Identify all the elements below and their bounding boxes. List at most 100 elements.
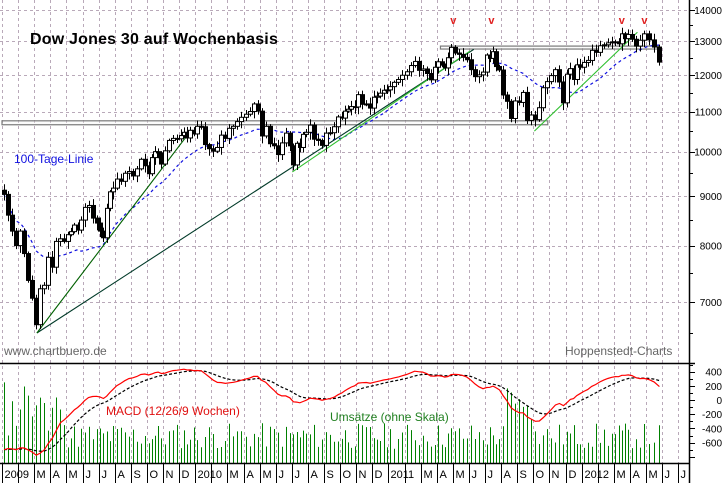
candle <box>553 67 558 83</box>
candle-body-up <box>529 114 534 121</box>
candle <box>549 73 554 85</box>
candle <box>131 168 136 181</box>
candle <box>10 208 15 237</box>
date-tick-label: 2009 <box>5 469 29 481</box>
candle-body-down <box>505 94 510 102</box>
candle-body-down <box>461 53 466 58</box>
date-tick-label: A <box>53 469 61 481</box>
candle <box>469 53 474 76</box>
date-tick-label: A <box>247 469 255 481</box>
candle <box>429 69 434 83</box>
candle-body-down <box>30 279 35 299</box>
candle-body-up <box>413 60 418 67</box>
candle <box>139 157 144 171</box>
candle <box>284 127 289 147</box>
candle <box>324 127 329 152</box>
price-tick-label: 8000 <box>700 242 723 253</box>
candle-body-up <box>349 106 354 110</box>
candle <box>433 61 438 83</box>
candle-body-down <box>156 151 161 154</box>
candle-body-down <box>494 51 499 68</box>
candle <box>602 42 607 49</box>
candle <box>203 122 208 151</box>
candle-body-down <box>657 46 662 63</box>
candle <box>541 85 546 112</box>
date-tick-label: M <box>37 469 46 481</box>
candle-body-up <box>18 230 23 247</box>
candle-body-down <box>320 139 325 146</box>
macd-tick-label: -400 <box>702 424 722 435</box>
candle-body-up <box>513 100 518 119</box>
candle <box>69 227 74 237</box>
candle-body-down <box>14 230 19 247</box>
candle-body-up <box>150 157 155 175</box>
candle-body-up <box>108 191 113 209</box>
candle <box>657 44 662 66</box>
candle-body-up <box>372 96 377 109</box>
candle-body-up <box>248 111 253 115</box>
candle <box>188 126 193 143</box>
candle <box>207 142 212 156</box>
candle <box>409 62 414 77</box>
candle-body-up <box>642 33 647 41</box>
candle <box>626 29 631 46</box>
candle <box>343 105 348 126</box>
date-tick-label: S <box>327 469 334 481</box>
candle-body-down <box>316 138 321 141</box>
candle <box>115 172 120 191</box>
candle <box>58 234 63 247</box>
candle-body-down <box>533 114 538 121</box>
candle <box>239 111 244 129</box>
candle <box>477 70 482 84</box>
macd-tick-label: -200 <box>702 410 722 421</box>
candle <box>465 53 470 63</box>
date-tick-label: M <box>230 469 239 481</box>
candle-body-up <box>163 150 168 165</box>
candle <box>545 77 550 95</box>
candle <box>328 126 333 136</box>
candle <box>372 90 377 115</box>
candle <box>179 129 184 142</box>
date-tick-label: A <box>633 469 641 481</box>
candle-body-up <box>400 74 405 80</box>
date-tick-label: M <box>456 469 465 481</box>
candle <box>382 84 387 100</box>
candle <box>127 166 132 180</box>
candle-body-up <box>284 132 289 144</box>
candle <box>505 91 510 109</box>
candle-body-up <box>545 81 550 89</box>
candle-body-down <box>50 256 55 268</box>
candle-body-up <box>396 78 401 83</box>
candle-body-down <box>119 178 124 182</box>
candle-body-down <box>368 103 373 109</box>
top-marker: v <box>450 15 457 27</box>
candle <box>95 215 100 231</box>
candle-body-down <box>469 59 474 71</box>
candle-body-down <box>497 66 502 71</box>
date-tick-label: M <box>263 469 272 481</box>
macd-tick-label: 0 <box>716 396 722 407</box>
candle-body-down <box>159 152 164 165</box>
candle <box>6 191 11 222</box>
candle <box>425 66 430 81</box>
candle-body-down <box>101 230 106 239</box>
candle <box>108 189 113 212</box>
candle <box>26 251 31 283</box>
candle-body-up <box>409 65 414 73</box>
macd-tick-label: 200 <box>705 382 722 393</box>
candle <box>14 227 19 250</box>
candle <box>461 48 466 62</box>
candle <box>276 139 281 162</box>
candle-body-up <box>301 133 306 148</box>
candle-body-down <box>417 60 422 71</box>
candle-body-down <box>425 68 430 74</box>
candle-body-up <box>295 142 300 166</box>
candle-body-down <box>594 49 599 53</box>
source-watermark-right: Hoppenstedt-Charts <box>565 344 673 358</box>
candle <box>440 58 445 68</box>
candle-body-up <box>139 158 144 170</box>
resistance-band <box>1 120 549 126</box>
candlesticks <box>2 27 662 330</box>
date-tick-label: N <box>166 469 174 481</box>
